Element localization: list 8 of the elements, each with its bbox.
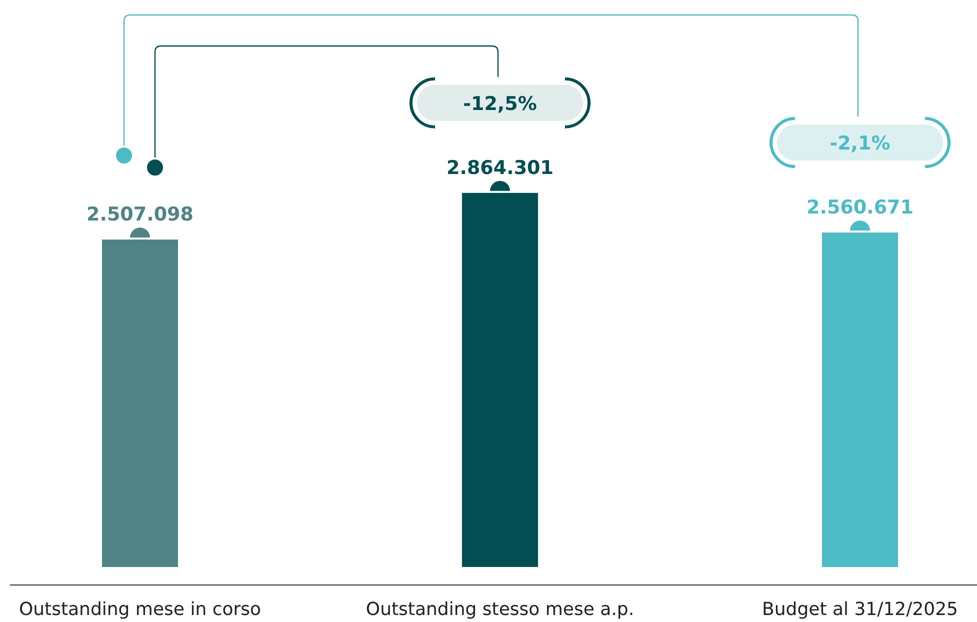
data-label: 2.560.671 [806,196,914,219]
x-tick-label: Outstanding stesso mese a.p. [366,599,634,620]
text: -2,1% [830,132,890,155]
x-tick-label: Budget al 31/12/2025 [762,599,958,620]
x-tick-label: Outstanding mese in corso [18,599,262,620]
data-label: 2.507.098 [86,204,194,226]
text: -12,5% [463,92,537,115]
data-label: 2.864.301 [446,156,554,179]
